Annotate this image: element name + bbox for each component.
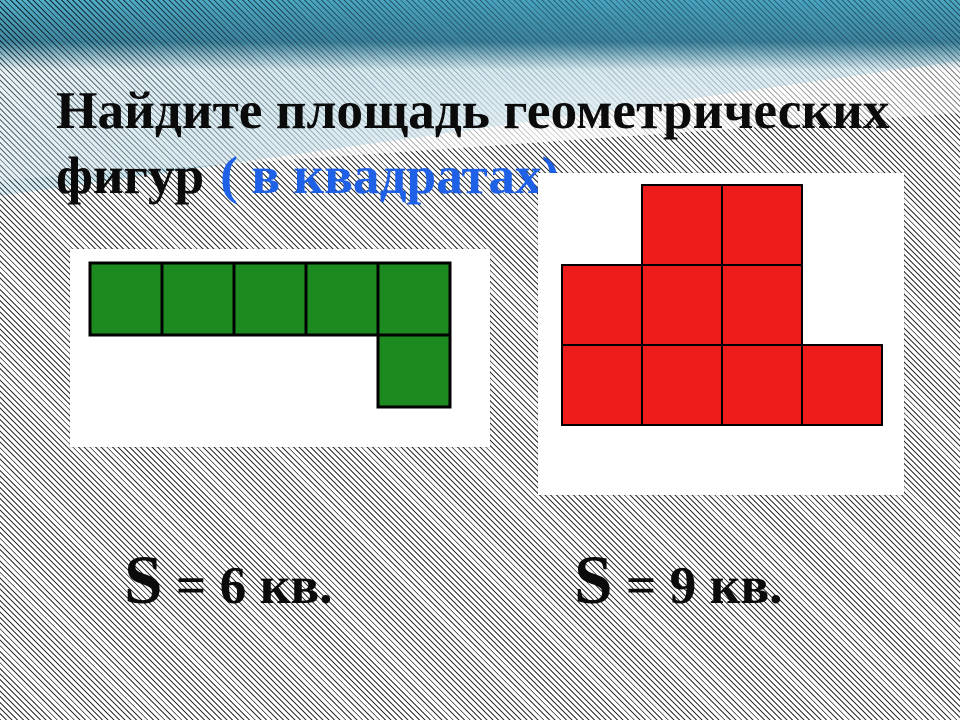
grid-cell xyxy=(642,265,722,345)
figure-left-squares xyxy=(70,249,490,447)
grid-cell xyxy=(722,185,802,265)
grid-cell xyxy=(642,185,722,265)
answer-left: S = 6 кв. xyxy=(124,540,332,620)
title-line2-blue: ( в квадратах) xyxy=(220,145,559,205)
grid-cell xyxy=(802,345,882,425)
figure-panel-right xyxy=(538,173,904,495)
answer-left-S: S xyxy=(124,541,163,618)
grid-cell xyxy=(378,335,450,407)
grid-cell xyxy=(90,263,162,335)
slide-root: Найдите площадь геометрических фигур ( в… xyxy=(0,0,960,720)
title-line1: Найдите площадь геометрических xyxy=(56,80,890,140)
figure-panel-left xyxy=(70,249,490,447)
grid-cell xyxy=(562,345,642,425)
figure-right-squares xyxy=(538,173,904,495)
grid-cell xyxy=(306,263,378,335)
grid-cell xyxy=(722,345,802,425)
answer-right: S = 9 кв. xyxy=(574,540,782,620)
grid-cell xyxy=(378,263,450,335)
grid-cell xyxy=(642,345,722,425)
grid-cell xyxy=(162,263,234,335)
grid-cell xyxy=(722,265,802,345)
content: Найдите площадь геометрических фигур ( в… xyxy=(0,0,960,720)
answer-right-text: = 9 кв. xyxy=(613,555,783,615)
title-line2-black: фигур xyxy=(56,145,204,205)
grid-cell xyxy=(562,265,642,345)
answer-right-S: S xyxy=(574,541,613,618)
grid-cell xyxy=(234,263,306,335)
answer-left-text: = 6 кв. xyxy=(163,555,333,615)
